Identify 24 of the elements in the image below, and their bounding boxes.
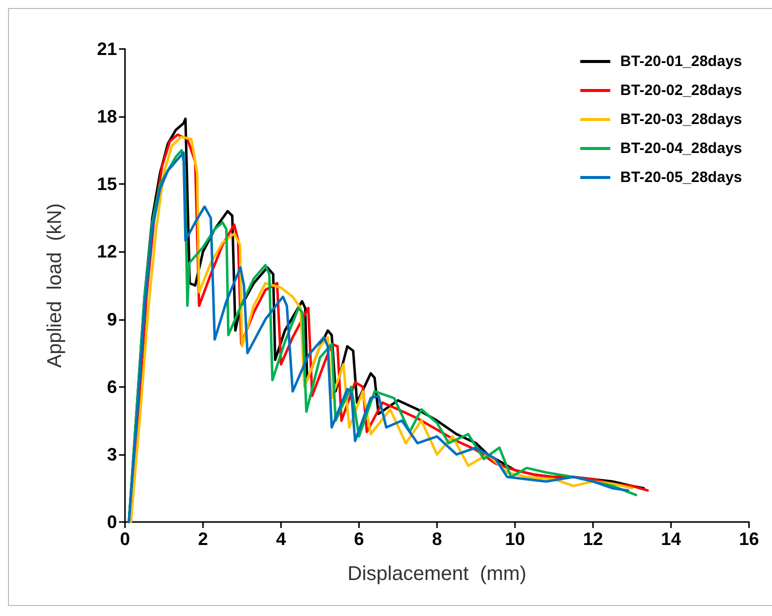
y-tick-label: 15: [96, 174, 117, 194]
y-tick-label: 3: [106, 444, 117, 464]
y-axis-title: Applied load (kN): [44, 203, 66, 368]
legend-label: BT-20-01_28days: [620, 53, 742, 70]
y-tick-label: 18: [96, 106, 117, 127]
y-tick-label: 0: [106, 512, 117, 532]
x-tick-label: 12: [582, 529, 604, 549]
y-tick-label: 6: [106, 376, 117, 397]
x-tick-label: 14: [660, 529, 682, 549]
y-tick-label: 9: [106, 309, 117, 330]
legend-label: BT-20-03_28days: [620, 111, 742, 128]
x-tick-label: 2: [198, 529, 208, 549]
legend-label: BT-20-02_28days: [620, 82, 742, 99]
legend-label: BT-20-05_28days: [620, 169, 742, 186]
x-tick-label: 0: [120, 529, 130, 549]
legend-label: BT-20-04_28days: [620, 140, 742, 157]
x-tick-label: 6: [354, 529, 364, 549]
y-tick-label: 12: [96, 242, 117, 262]
y-tick-label: 21: [96, 39, 117, 59]
x-tick-label: 8: [432, 529, 442, 549]
x-tick-label: 4: [276, 529, 286, 549]
x-tick-label: 10: [504, 529, 526, 549]
x-axis-title: Displacement (mm): [348, 563, 526, 585]
x-tick-label: 16: [738, 529, 760, 549]
